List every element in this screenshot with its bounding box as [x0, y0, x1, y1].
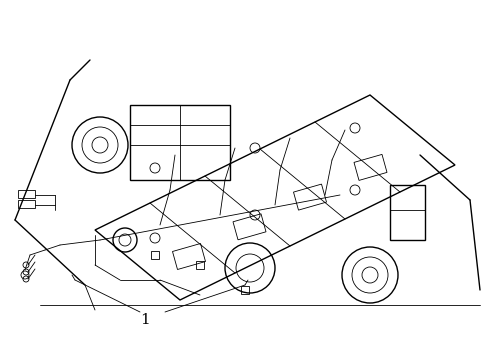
Bar — [151, 251, 159, 259]
Bar — [130, 105, 229, 180]
Bar — [196, 261, 203, 269]
Bar — [241, 286, 248, 294]
Bar — [18, 190, 35, 198]
Polygon shape — [95, 95, 454, 300]
Bar — [389, 185, 424, 240]
Bar — [18, 200, 35, 208]
Text: 1: 1 — [140, 313, 149, 327]
